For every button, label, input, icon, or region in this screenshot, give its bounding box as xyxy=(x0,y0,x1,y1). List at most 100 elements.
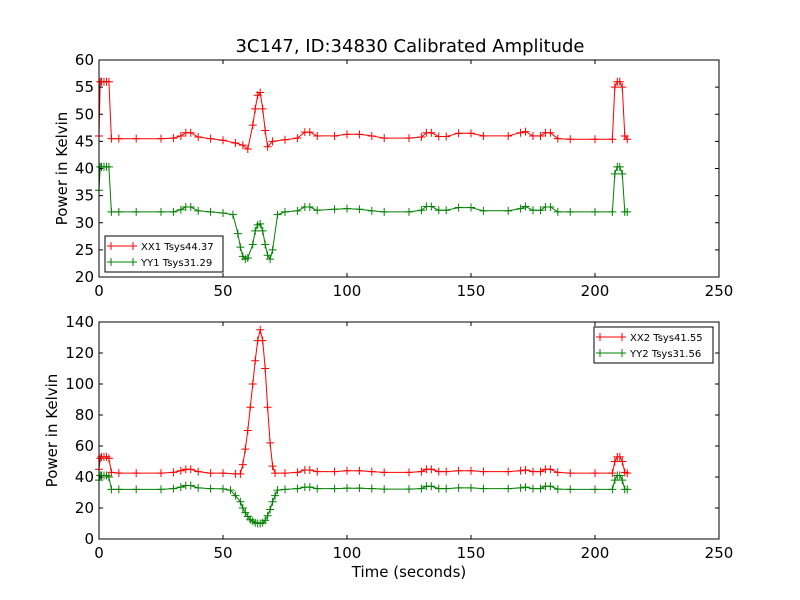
data-point xyxy=(107,207,116,216)
data-point xyxy=(427,128,436,137)
data-point xyxy=(343,466,351,475)
y-tick-label: 140 xyxy=(65,313,94,331)
data-point xyxy=(104,473,113,481)
legend-marker xyxy=(618,349,626,357)
data-point xyxy=(104,162,113,171)
data-point xyxy=(504,467,513,476)
data-point xyxy=(367,467,376,476)
data-point xyxy=(194,467,203,476)
x-tick-label: 0 xyxy=(94,282,104,300)
legend-label: XX1 Tsys44.37 xyxy=(141,242,214,253)
data-point xyxy=(261,364,270,373)
data-point xyxy=(417,467,426,476)
data-point xyxy=(529,131,537,140)
data-point xyxy=(169,207,178,216)
data-point xyxy=(615,452,624,461)
data-point xyxy=(107,485,116,494)
data-point xyxy=(176,466,185,475)
data-point xyxy=(623,207,632,216)
data-point xyxy=(271,491,280,500)
data-point xyxy=(248,380,257,388)
data-point xyxy=(330,467,339,476)
data-point xyxy=(442,484,451,493)
series-line xyxy=(98,81,628,150)
y-axis-label: Power in Kelvin xyxy=(53,112,71,226)
data-point xyxy=(231,139,240,148)
data-point xyxy=(256,88,265,97)
data-point xyxy=(243,426,252,435)
data-point xyxy=(516,483,525,492)
data-point xyxy=(236,243,245,252)
data-point xyxy=(405,485,413,494)
legend-label: YY2 Tsys31.56 xyxy=(629,349,701,360)
legend-marker xyxy=(107,258,115,266)
data-point xyxy=(107,134,116,143)
data-point xyxy=(206,207,215,216)
data-point xyxy=(615,162,624,171)
legend-marker xyxy=(107,242,115,250)
data-point xyxy=(313,131,322,140)
data-point xyxy=(367,484,376,493)
data-point xyxy=(355,484,364,493)
series-0-0 xyxy=(95,77,632,153)
x-tick-label: 150 xyxy=(457,544,486,562)
data-point xyxy=(608,485,617,494)
data-point xyxy=(546,203,555,212)
data-point xyxy=(268,497,277,506)
data-point xyxy=(176,205,185,214)
data-point xyxy=(479,131,488,140)
data-point xyxy=(546,465,555,474)
legend-label: YY1 Tsys31.29 xyxy=(140,258,212,269)
data-point xyxy=(258,226,267,235)
data-point xyxy=(521,483,530,492)
data-point xyxy=(293,484,302,493)
data-point xyxy=(618,169,627,178)
data-point xyxy=(268,462,277,471)
data-point xyxy=(273,486,282,495)
data-point xyxy=(591,135,599,144)
data-point xyxy=(417,206,426,215)
data-point xyxy=(405,207,413,216)
data-point xyxy=(516,204,525,213)
data-point xyxy=(553,134,562,143)
data-point xyxy=(238,504,247,512)
data-point xyxy=(305,466,314,475)
data-point xyxy=(251,356,260,365)
x-tick-label: 200 xyxy=(581,544,610,562)
data-point xyxy=(454,129,463,138)
data-point xyxy=(114,207,123,216)
data-point xyxy=(266,505,275,514)
data-point xyxy=(467,203,475,212)
y-axis-label: Power in Kelvin xyxy=(43,374,61,488)
data-point xyxy=(608,469,617,478)
data-point xyxy=(529,467,537,476)
data-point xyxy=(169,134,178,143)
y-tick-label: 40 xyxy=(75,160,94,178)
data-point xyxy=(355,466,364,475)
data-point xyxy=(355,205,364,214)
legend-entry: YY1 Tsys31.29 xyxy=(107,258,212,269)
data-point xyxy=(479,484,488,493)
data-point xyxy=(434,206,443,215)
data-point xyxy=(467,129,475,138)
series-0-1 xyxy=(95,162,632,264)
data-point xyxy=(313,467,322,476)
data-point xyxy=(256,325,265,334)
data-point xyxy=(546,128,555,137)
data-point xyxy=(206,134,215,143)
data-point xyxy=(256,219,265,228)
y-tick-label: 30 xyxy=(75,214,94,232)
data-point xyxy=(281,485,289,494)
data-point xyxy=(405,134,413,143)
x-tick-label: 250 xyxy=(705,544,734,562)
data-point xyxy=(343,130,351,139)
data-point xyxy=(251,226,260,235)
data-point xyxy=(246,403,255,412)
data-point xyxy=(132,469,141,478)
data-point xyxy=(553,485,562,494)
data-point xyxy=(241,445,250,454)
data-point xyxy=(186,128,195,137)
y-tick-label: 0 xyxy=(84,530,94,548)
data-point xyxy=(132,485,141,494)
y-tick-label: 35 xyxy=(75,187,94,205)
